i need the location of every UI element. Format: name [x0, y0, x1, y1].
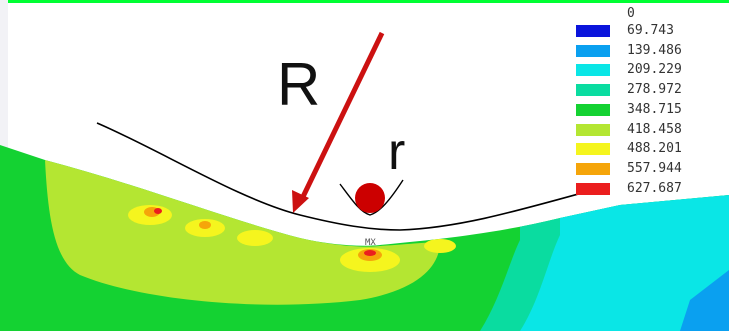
legend-item: 69.743 [570, 22, 720, 42]
legend-item: 348.715 [570, 101, 720, 121]
legend-swatch [576, 182, 610, 195]
legend-label: 557.944 [627, 160, 682, 176]
legend-label: 627.687 [627, 180, 682, 196]
hotspot-red [154, 208, 162, 214]
legend-label: 209.229 [627, 62, 682, 78]
hotspot-yellow [424, 239, 456, 253]
radius-arrowhead [292, 190, 309, 213]
legend-swatch [576, 25, 610, 37]
legend-label: 488.201 [627, 141, 682, 157]
legend-label: 278.972 [627, 82, 682, 98]
small-radius-label: r [388, 123, 406, 181]
big-radius-label: R [277, 51, 321, 118]
legend-label: 418.458 [627, 121, 682, 137]
max-stress-marker: MX [365, 238, 376, 248]
legend-swatch [576, 123, 610, 136]
legend-swatch [576, 162, 610, 175]
ball [355, 183, 385, 213]
legend-item: 557.944 [570, 160, 720, 180]
legend-swatch [576, 103, 610, 116]
legend-label: 69.743 [627, 23, 674, 38]
legend-swatch [576, 84, 610, 97]
hotspot-orange [199, 221, 211, 229]
hotspot-red [364, 250, 376, 256]
legend-swatch [576, 44, 610, 57]
region-209 [520, 195, 729, 331]
legend-zero-label: 0 [627, 6, 635, 21]
legend-label: 348.715 [627, 101, 682, 117]
legend-item: 209.229 [570, 61, 720, 81]
legend-item: 627.687 [570, 180, 720, 200]
legend-swatch [576, 64, 610, 77]
legend-item: 139.486 [570, 42, 720, 62]
legend-item: 418.458 [570, 121, 720, 141]
legend-label: 139.486 [627, 42, 682, 58]
small-radius-curve [339, 179, 404, 216]
top-border-bar [0, 0, 729, 3]
hotspot-yellow [237, 230, 273, 246]
radius-arrow [297, 31, 385, 205]
large-radius-curve [96, 122, 601, 231]
legend-item: 488.201 [570, 140, 720, 160]
legend-swatch [576, 143, 610, 156]
legend-item: 278.972 [570, 81, 720, 101]
region-139 [680, 270, 729, 331]
